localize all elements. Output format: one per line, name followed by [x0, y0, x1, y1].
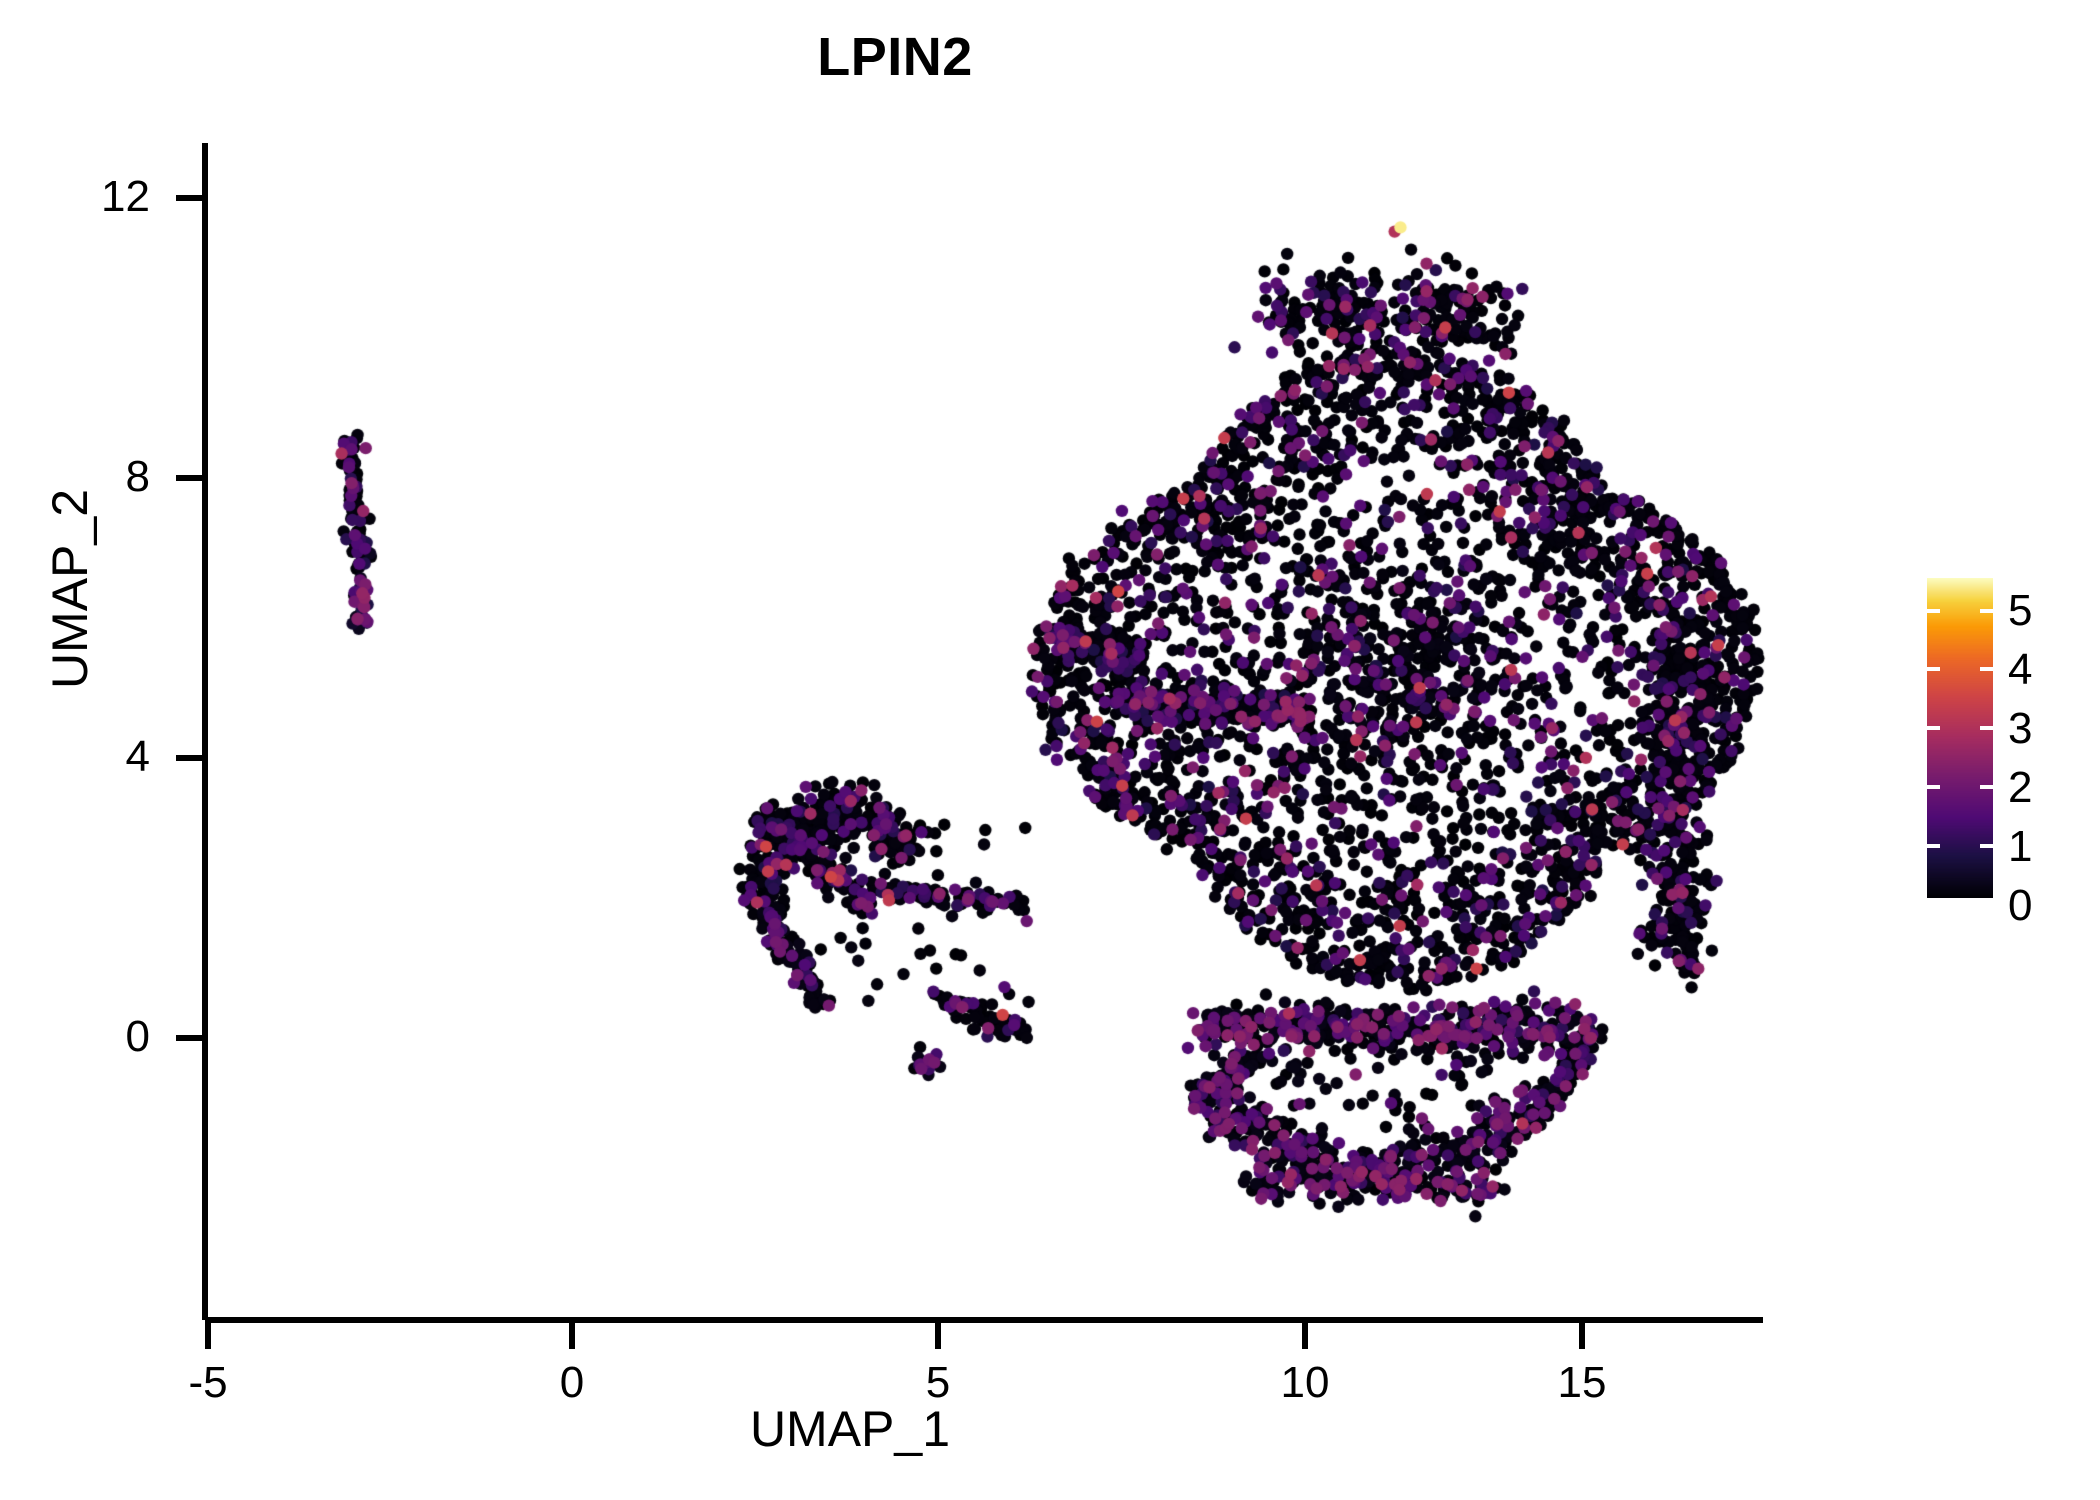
colorbar-tick-2	[1927, 785, 1993, 789]
x-axis-label: UMAP_1	[749, 1401, 951, 1457]
y-axis-label: UMAP_2	[42, 488, 98, 690]
x-tick-label-0: 0	[559, 1358, 585, 1407]
y-tick-label-0: 0	[125, 1012, 150, 1061]
x-tick-label-15: 15	[1557, 1358, 1607, 1407]
y-tick-label-12: 12	[101, 172, 150, 221]
colorbar-tick-5	[1927, 609, 1993, 613]
colorbar-label-2: 2	[2008, 763, 2033, 812]
colorbar-label-0: 0	[2008, 881, 2033, 930]
colorbar-label-4: 4	[2008, 645, 2033, 694]
colorbar-gradient	[1927, 578, 1993, 898]
x-tick-label-10: 10	[1280, 1358, 1330, 1407]
x-tick-label-neg5: -5	[188, 1358, 228, 1407]
colorbar-label-3: 3	[2008, 704, 2033, 753]
y-tick-label-4: 4	[125, 732, 150, 781]
color-legend	[1927, 578, 1993, 898]
colorbar-tick-4	[1927, 667, 1993, 671]
y-tick-label-8: 8	[125, 452, 150, 501]
colorbar-tick-1	[1927, 844, 1993, 848]
x-tick-label-5: 5	[925, 1358, 951, 1407]
colorbar-label-5: 5	[2008, 586, 2033, 635]
colorbar-label-1: 1	[2008, 822, 2033, 871]
colorbar-tick-3	[1927, 726, 1993, 730]
